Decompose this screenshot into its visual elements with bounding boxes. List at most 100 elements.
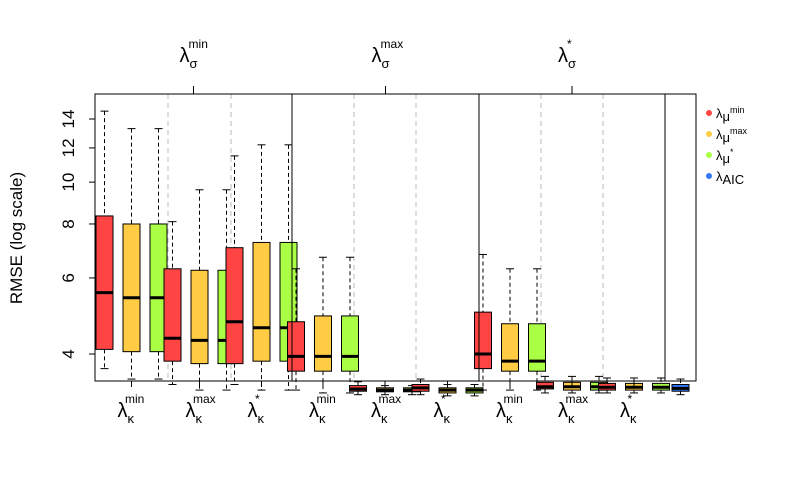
- plot-frame: [94, 93, 697, 382]
- label-superscript: *: [255, 392, 260, 406]
- label-subscript: κ: [381, 411, 388, 426]
- legend-superscript: max: [730, 126, 748, 136]
- top-group-label: λσ min: [180, 37, 208, 71]
- label-superscript: max: [381, 37, 404, 51]
- y-tick-label: 14: [59, 110, 78, 129]
- box: [252, 144, 271, 391]
- legend-subscript: μ: [723, 109, 731, 124]
- label-superscript: max: [193, 392, 216, 406]
- bottom-group-label: λκ min: [118, 392, 145, 426]
- box-body: [190, 269, 209, 365]
- bottom-group-label: λκ max: [558, 392, 588, 426]
- box: [474, 253, 492, 391]
- box-body: [501, 323, 519, 372]
- box: [438, 383, 457, 397]
- box: [501, 268, 519, 391]
- label-superscript: *: [441, 392, 446, 406]
- box: [349, 381, 367, 396]
- label-subscript: κ: [444, 411, 451, 426]
- box: [163, 221, 182, 385]
- label-subscript: κ: [128, 411, 135, 426]
- bottom-group-label: λκ max: [186, 392, 216, 426]
- box-body: [95, 215, 114, 350]
- y-tick-label: 10: [59, 173, 78, 192]
- label-symbol: λ: [118, 400, 128, 422]
- label-symbol: λ: [558, 400, 568, 422]
- box-body: [252, 241, 271, 362]
- label-subscript: σ: [190, 56, 198, 71]
- legend-item: λAIC: [706, 169, 744, 187]
- y-axis-label: RMSE (log scale): [7, 172, 26, 304]
- label-subscript: σ: [568, 56, 576, 71]
- box: [314, 256, 332, 394]
- legend-symbol: λ: [716, 148, 723, 163]
- legend-superscript: min: [730, 105, 745, 115]
- box-body: [474, 311, 492, 370]
- label-symbol: λ: [620, 400, 630, 422]
- legend-subscript: AIC: [723, 172, 745, 187]
- box-body: [122, 223, 141, 353]
- legend-item: λμmin: [706, 105, 745, 124]
- label-symbol: λ: [180, 45, 190, 67]
- y-tick-label: 8: [59, 219, 78, 228]
- label-superscript: min: [317, 392, 336, 406]
- bottom-group-label: λκ *: [434, 392, 451, 426]
- axis-layer: 468101214λσminλσmaxλσ*λκminλκmaxλκ*λκmin…: [59, 37, 637, 426]
- label-superscript: *: [628, 392, 633, 406]
- box-body: [528, 323, 546, 372]
- box-body: [314, 315, 332, 372]
- grid-layer: [167, 94, 604, 381]
- box-body: [287, 321, 305, 372]
- box: [149, 128, 168, 380]
- label-superscript: min: [189, 37, 208, 51]
- box: [411, 378, 430, 396]
- box-body: [225, 247, 244, 365]
- bottom-group-label: λκ *: [620, 392, 637, 426]
- label-symbol: λ: [309, 400, 319, 422]
- legend-item: λμ*: [706, 147, 734, 166]
- label-symbol: λ: [371, 400, 381, 422]
- legend-marker: [706, 131, 712, 137]
- legend-label: λμmin: [716, 105, 745, 124]
- box-layer: [95, 110, 690, 397]
- label-superscript: *: [567, 37, 572, 51]
- box: [190, 189, 209, 391]
- legend-superscript: *: [730, 147, 734, 157]
- box-body: [341, 315, 359, 372]
- label-symbol: λ: [434, 400, 444, 422]
- frame-layer: [94, 93, 697, 382]
- legend-label: λAIC: [716, 169, 744, 187]
- legend-item: λμmax: [706, 126, 748, 145]
- legend-label: λμ*: [716, 147, 734, 166]
- label-symbol: λ: [496, 400, 506, 422]
- legend-symbol: λ: [716, 106, 723, 121]
- label-superscript: max: [566, 392, 589, 406]
- box: [225, 155, 244, 385]
- box: [95, 110, 114, 370]
- legend-symbol: λ: [716, 127, 723, 142]
- box: [671, 378, 690, 396]
- top-group-label: λσ max: [372, 37, 404, 71]
- label-superscript: max: [379, 392, 402, 406]
- box-body: [163, 268, 182, 362]
- label-superscript: min: [504, 392, 523, 406]
- box: [652, 377, 670, 394]
- legend-subscript: μ: [723, 130, 731, 145]
- label-subscript: κ: [506, 411, 513, 426]
- label-symbol: λ: [372, 45, 382, 67]
- y-tick-label: 6: [59, 273, 78, 282]
- legend-marker: [706, 110, 712, 116]
- y-tick-label: 4: [59, 349, 78, 358]
- legend-label: λμmax: [716, 126, 748, 145]
- label-subscript: κ: [258, 411, 265, 426]
- bottom-group-label: λκ *: [248, 392, 265, 426]
- y-tick-label: 12: [59, 138, 78, 157]
- label-symbol: λ: [558, 45, 568, 67]
- bottom-group-label: λκ max: [371, 392, 401, 426]
- legend-symbol: λ: [716, 169, 723, 184]
- label-symbol: λ: [248, 400, 258, 422]
- legend-subscript: μ: [723, 151, 731, 166]
- label-subscript: κ: [630, 411, 637, 426]
